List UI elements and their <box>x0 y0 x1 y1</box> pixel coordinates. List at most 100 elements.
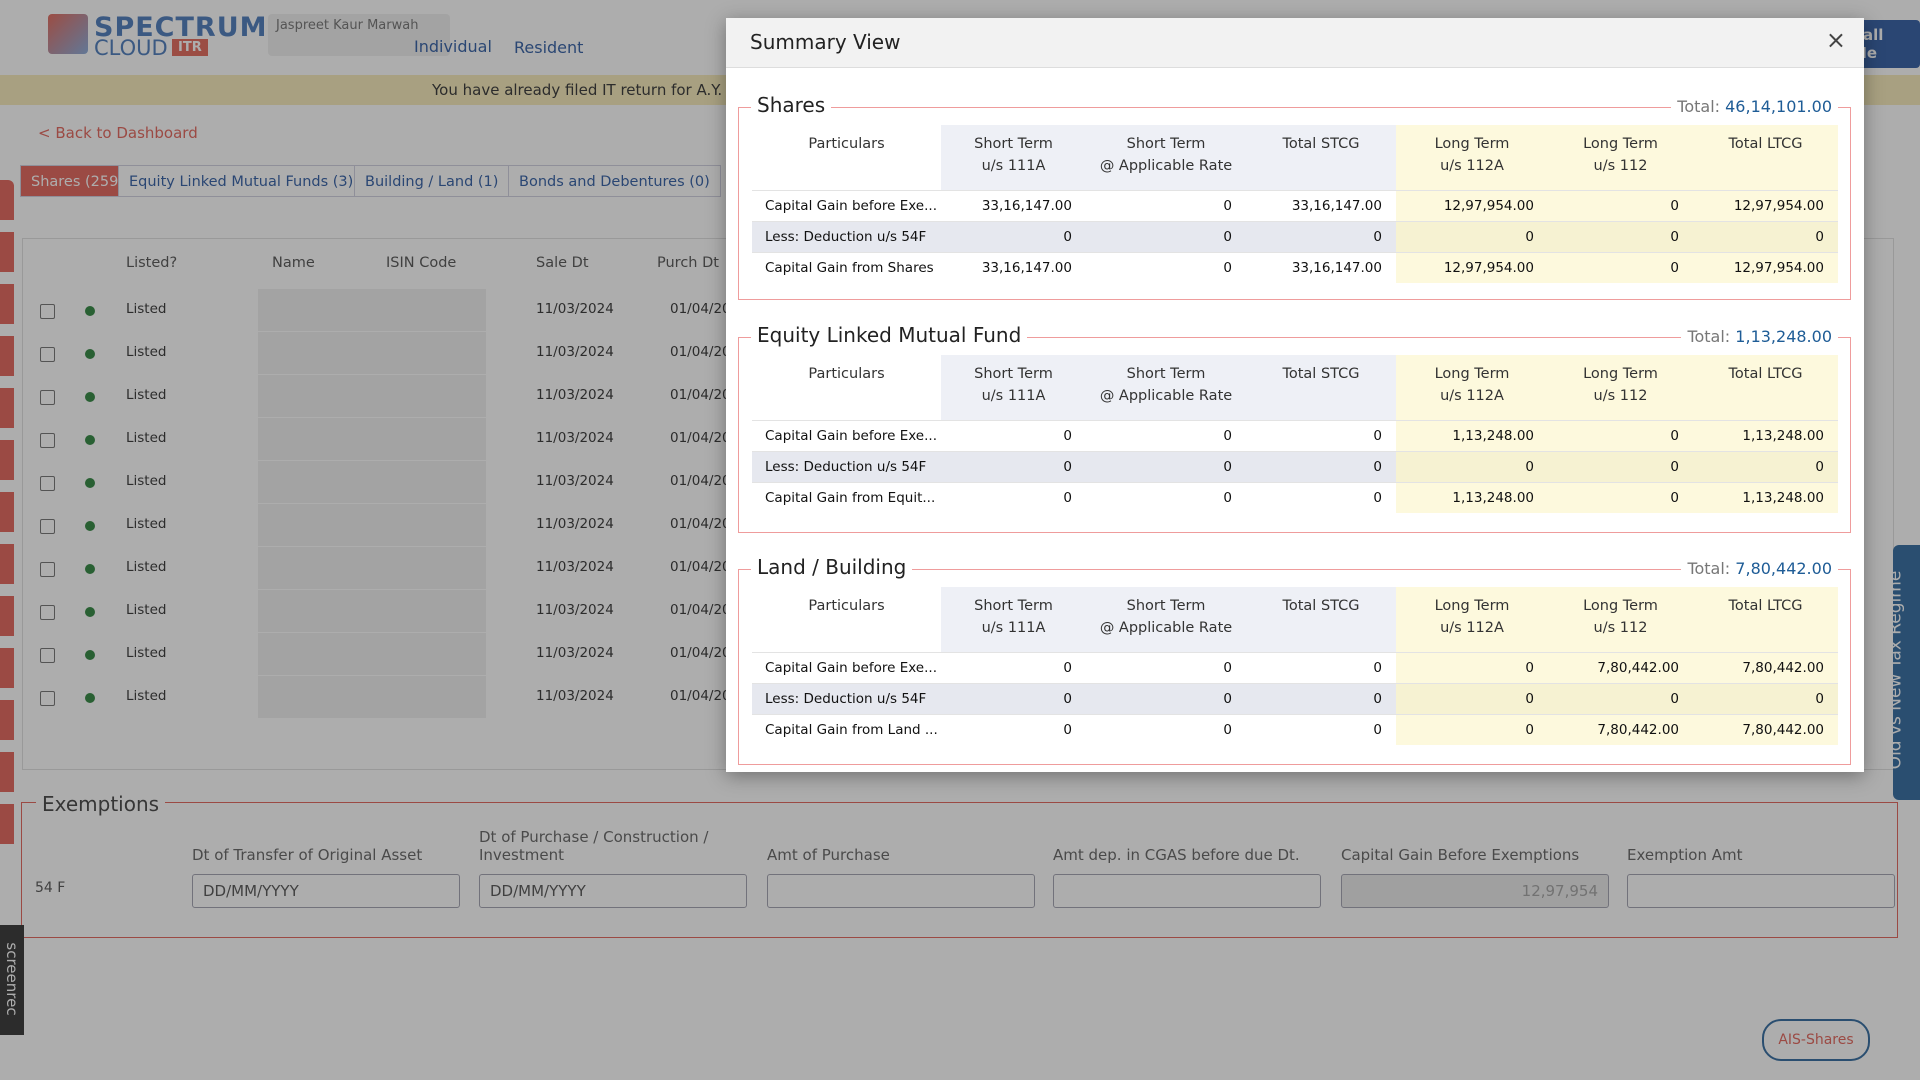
column-header: Short Term @ Applicable Rate <box>1086 587 1246 653</box>
field-label: Capital Gain Before Exemptions <box>1341 846 1580 864</box>
status-dot <box>85 306 95 316</box>
row-checkbox[interactable] <box>40 476 55 491</box>
cell: Capital Gain from Shares <box>752 252 941 283</box>
row-label: 54 F <box>35 880 66 896</box>
header-line: u/s 112 <box>1593 620 1648 636</box>
modal-header: Summary View × <box>726 18 1864 68</box>
cell: 0 <box>941 221 1086 253</box>
cell: 7,80,442.00 <box>1548 652 1693 684</box>
column-header: Purch Dt <box>657 255 719 271</box>
row-checkbox[interactable] <box>40 390 55 405</box>
section-total: Total: 7,80,442.00 <box>1681 559 1838 578</box>
cell: 11/03/2024 <box>536 559 614 575</box>
cell: 01/04/20 <box>670 645 731 661</box>
modal-title: Summary View <box>750 30 901 54</box>
header-line: Particulars <box>808 136 885 152</box>
cell: 01/04/20 <box>670 473 731 489</box>
tab[interactable]: Equity Linked Mutual Funds (3) <box>118 165 365 197</box>
cell: Capital Gain before Exe... <box>752 190 941 222</box>
row-checkbox[interactable] <box>40 648 55 663</box>
row-checkbox[interactable] <box>40 691 55 706</box>
brand-top: SPECTRUM <box>94 12 268 43</box>
side-icons[interactable] <box>0 180 14 850</box>
cell: 0 <box>1086 252 1246 283</box>
status-dot <box>85 349 95 359</box>
row-checkbox[interactable] <box>40 304 55 319</box>
header-line: Long Term <box>1434 366 1510 382</box>
summary-section: Equity Linked Mutual Fund Total: 1,13,248… <box>738 323 1851 533</box>
tab[interactable]: Bonds and Debentures (0) <box>508 165 721 197</box>
cell: 11/03/2024 <box>536 645 614 661</box>
cell: 0 <box>941 683 1086 715</box>
input-field[interactable]: DD/MM/YYYY <box>479 874 747 908</box>
status-dot <box>85 607 95 617</box>
exemptions-box <box>21 802 1898 938</box>
total-label: Total: <box>1687 327 1731 346</box>
name-cell <box>258 590 486 632</box>
status: Individual <box>414 37 492 56</box>
column-header: Long Term u/s 112A <box>1396 125 1548 191</box>
header-line: u/s 111A <box>981 620 1046 636</box>
cell: Listed <box>126 688 167 704</box>
header-row: Particulars Short Term u/s 111A Short Term @… <box>752 587 1838 653</box>
header-row: Particulars Short Term u/s 111A Short Term @… <box>752 125 1838 191</box>
cell: 01/04/20 <box>670 602 731 618</box>
cell: 0 <box>1548 451 1693 483</box>
tab[interactable]: Building / Land (1) <box>354 165 510 197</box>
row-checkbox[interactable] <box>40 562 55 577</box>
data-row: Less: Deduction u/s 54F 0 0 0 0 0 0 <box>752 683 1838 715</box>
input-field[interactable]: DD/MM/YYYY <box>192 874 460 908</box>
cell: 0 <box>1396 451 1548 483</box>
column-header: Short Term u/s 111A <box>941 355 1086 421</box>
cell: Capital Gain before Exe... <box>752 652 941 684</box>
cell: 12,97,954.00 <box>1396 252 1548 283</box>
input-field[interactable] <box>767 874 1035 908</box>
side-tab[interactable] <box>1893 545 1920 800</box>
cell: 0 <box>1548 420 1693 452</box>
summary-table: Particulars Short Term u/s 111A Short Term @… <box>752 587 1838 745</box>
column-header: Long Term u/s 112A <box>1396 587 1548 653</box>
cell: 0 <box>941 714 1086 745</box>
column-header: Long Term u/s 112 <box>1548 587 1693 653</box>
header-line: Short Term <box>974 598 1053 614</box>
column-header: Total STCG <box>1246 587 1396 653</box>
row-checkbox[interactable] <box>40 347 55 362</box>
input-field[interactable] <box>1053 874 1321 908</box>
column-header: ISIN Code <box>386 255 457 271</box>
cell: 0 <box>1086 652 1246 684</box>
summary-table: Particulars Short Term u/s 111A Short Term @… <box>752 355 1838 513</box>
tab[interactable]: Shares (259) <box>20 165 135 197</box>
cell: 0 <box>1693 451 1838 483</box>
cell: 0 <box>1086 190 1246 222</box>
cell: 7,80,442.00 <box>1548 714 1693 745</box>
header-line: Particulars <box>808 366 885 382</box>
cell: 0 <box>1246 420 1396 452</box>
ais-button[interactable]: AIS-Shares <box>1762 1019 1870 1061</box>
cell: 0 <box>941 420 1086 452</box>
column-header: Long Term u/s 112A <box>1396 355 1548 421</box>
name-cell <box>258 461 486 503</box>
column-header: Listed? <box>126 255 178 271</box>
cell: 33,16,147.00 <box>1246 190 1396 222</box>
cell: 0 <box>1246 482 1396 513</box>
cell: 0 <box>1086 451 1246 483</box>
cell: 12,97,954.00 <box>1396 190 1548 222</box>
cell: 11/03/2024 <box>536 301 614 317</box>
row-checkbox[interactable] <box>40 605 55 620</box>
cell: 1,13,248.00 <box>1693 482 1838 513</box>
input-field[interactable] <box>1627 874 1895 908</box>
row-checkbox[interactable] <box>40 519 55 534</box>
cell: Less: Deduction u/s 54F <box>752 221 941 253</box>
header-line: u/s 112 <box>1593 388 1648 404</box>
back-link[interactable]: < Back to Dashboard <box>38 124 198 142</box>
header-line: Short Term <box>974 136 1053 152</box>
header-line: Total STCG <box>1282 136 1360 152</box>
close-button[interactable]: × <box>1825 26 1846 54</box>
header-line: Total LTCG <box>1728 598 1803 614</box>
cell: 11/03/2024 <box>536 516 614 532</box>
input-field[interactable]: 12,97,954 <box>1341 874 1609 908</box>
header-line: @ Applicable Rate <box>1099 158 1233 174</box>
user-name[interactable]: Jaspreet Kaur Marwah <box>268 14 450 56</box>
summary-section: Shares Total: 46,14,101.00 Particulars Shor… <box>738 93 1851 300</box>
row-checkbox[interactable] <box>40 433 55 448</box>
